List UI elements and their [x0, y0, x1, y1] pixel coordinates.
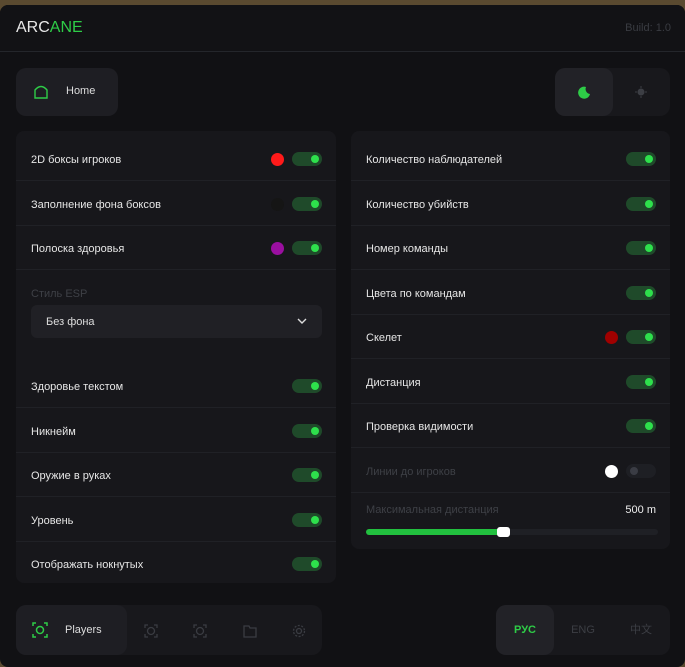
nav-players-label: Players — [65, 624, 102, 636]
max-distance-slider[interactable] — [366, 527, 658, 537]
esp-style-value: Без фона — [46, 316, 95, 328]
players-icon — [32, 622, 48, 638]
setting-label: Здоровье текстом — [31, 381, 124, 393]
color-picker-swatch[interactable] — [271, 197, 284, 211]
setting-label: 2D боксы игроков — [31, 154, 122, 166]
color-picker-swatch[interactable] — [271, 242, 284, 255]
language-switch: РУС ENG 中文 — [496, 605, 670, 655]
setting-row: Цвета по командам — [351, 271, 670, 315]
sun-icon — [635, 86, 647, 98]
folder-icon[interactable] — [243, 624, 257, 638]
tab-home-label: Home — [66, 85, 96, 97]
nav-players[interactable]: Players — [16, 605, 127, 655]
setting-row: Заполнение фона боксов — [16, 182, 336, 226]
home-icon — [34, 85, 48, 99]
header: ARCANE Build: 1.0 — [0, 5, 685, 52]
radar-icon[interactable] — [144, 624, 158, 638]
setting-label: Уровень — [31, 514, 74, 527]
setting-label: Количество убийств — [366, 198, 469, 211]
setting-label: Проверка видимости — [366, 421, 474, 433]
setting-row: Линии до игроков — [351, 449, 670, 493]
setting-row: Дистанция — [351, 360, 670, 404]
app-window: ARCANE Build: 1.0 Home 2D боксы игроков З… — [0, 5, 685, 667]
setting-row: Номер команды — [351, 226, 670, 270]
left-settings-panel: 2D боксы игроков Заполнение фона боксов По… — [16, 131, 336, 583]
toggle-switch[interactable] — [626, 285, 656, 300]
toggle-switch[interactable] — [292, 196, 322, 211]
setting-row: Количество наблюдателей — [351, 137, 670, 181]
setting-label: Оружие в руках — [31, 470, 111, 482]
setting-label: Цвета по командам — [366, 287, 466, 300]
color-picker-swatch[interactable] — [605, 331, 618, 344]
tab-home[interactable]: Home — [16, 68, 118, 116]
color-picker-swatch[interactable] — [271, 153, 284, 166]
setting-row: Уровень — [16, 498, 336, 542]
setting-row: Отображать нокнутых — [16, 542, 336, 586]
setting-label: Полоска здоровья — [31, 243, 125, 255]
setting-row: Оружие в руках — [16, 453, 336, 497]
logo: ARCANE — [16, 19, 83, 37]
esp-style-dropdown[interactable]: Без фона — [31, 305, 322, 338]
language-button[interactable]: ENG — [571, 624, 595, 636]
aim-icon[interactable] — [193, 624, 207, 638]
toggle-switch[interactable] — [292, 379, 322, 393]
language-button[interactable]: РУС — [496, 605, 554, 655]
toggle-switch[interactable] — [626, 463, 656, 478]
logo-text-a: ARC — [16, 19, 50, 36]
setting-row: Полоска здоровья — [16, 226, 336, 270]
language-button[interactable]: 中文 — [630, 624, 652, 636]
toggle-switch[interactable] — [626, 241, 656, 255]
moon-icon — [578, 86, 590, 99]
setting-label: Количество наблюдателей — [366, 154, 503, 166]
setting-row: Проверка видимости — [351, 404, 670, 448]
logo-text-b: ANE — [49, 19, 83, 36]
toggle-switch[interactable] — [292, 557, 322, 571]
toggle-switch[interactable] — [626, 374, 656, 389]
toggle-switch[interactable] — [626, 419, 656, 433]
toggle-switch[interactable] — [292, 512, 322, 527]
esp-style-label: Стиль ESP — [31, 287, 88, 300]
chevron-down-icon — [297, 318, 307, 324]
bottom-nav: Players — [16, 605, 322, 655]
setting-row: Никнейм — [16, 409, 336, 453]
setting-label: Номер команды — [366, 243, 449, 255]
setting-label: Дистанция — [366, 376, 421, 389]
setting-row: 2D боксы игроков — [16, 137, 336, 181]
toggle-switch[interactable] — [292, 241, 322, 255]
setting-label: Скелет — [366, 332, 402, 344]
toggle-switch[interactable] — [292, 468, 322, 482]
setting-row: Скелет — [351, 315, 670, 359]
setting-row: Количество убийств — [351, 182, 670, 226]
setting-label: Отображать нокнутых — [31, 559, 144, 571]
theme-switch — [555, 68, 670, 116]
setting-label: Заполнение фона боксов — [31, 198, 161, 211]
setting-row: Здоровье текстом — [16, 364, 336, 408]
max-distance-value: 500 m — [625, 504, 656, 516]
toggle-switch[interactable] — [626, 196, 656, 211]
toggle-switch[interactable] — [292, 152, 322, 166]
gear-icon[interactable] — [292, 624, 306, 638]
setting-label: Никнейм — [31, 425, 76, 438]
light-theme-button[interactable] — [625, 68, 670, 116]
right-settings-panel: Количество наблюдателей Количество убийст… — [351, 131, 670, 549]
esp-style-row: Стиль ESP — [16, 271, 336, 315]
toggle-switch[interactable] — [626, 330, 656, 344]
max-distance-label: Максимальная дистанция — [366, 504, 499, 516]
setting-label: Линии до игроков — [366, 465, 456, 478]
toggle-switch[interactable] — [292, 423, 322, 438]
build-version: Build: 1.0 — [625, 22, 671, 34]
color-picker-swatch[interactable] — [605, 464, 618, 478]
slider-fill — [366, 529, 504, 535]
dark-theme-button[interactable] — [555, 68, 613, 116]
toggle-switch[interactable] — [626, 152, 656, 166]
slider-handle[interactable] — [497, 527, 511, 537]
